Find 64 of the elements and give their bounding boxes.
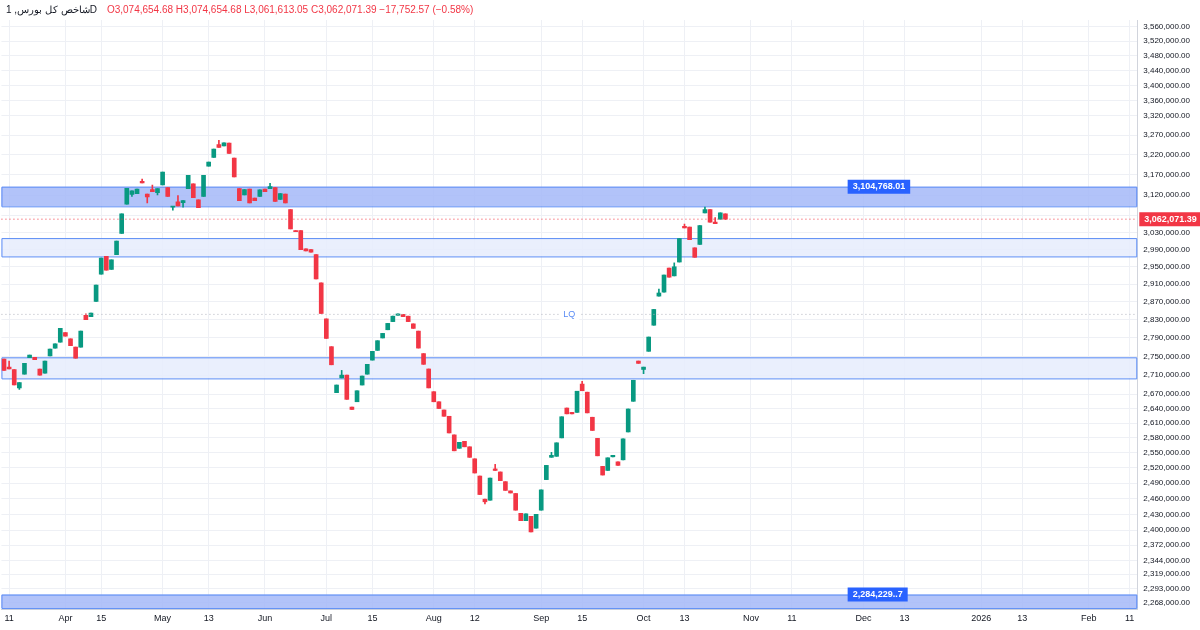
y-tick-label: 3,220,000.00 (1143, 150, 1191, 160)
x-tick-label: 11 (787, 613, 797, 624)
y-tick-label: 2,640,000.00 (1143, 403, 1191, 413)
y-tick-label: 2,580,000.00 (1143, 433, 1191, 443)
y-tick-label: 2,990,000.00 (1143, 244, 1191, 254)
y-tick-label: 2,830,000.00 (1143, 314, 1191, 324)
ref-line-label: 3,062,071.39 (1144, 213, 1197, 224)
ref-line-label: LQ (563, 308, 576, 319)
band-label: 2,284,229..7 (852, 589, 903, 600)
y-tick-label: 2,372,000.00 (1143, 540, 1191, 550)
y-tick-label: 3,120,000.00 (1143, 190, 1191, 200)
y-tick-label: 3,400,000.00 (1143, 80, 1191, 90)
y-tick-label: 3,270,000.00 (1143, 130, 1191, 140)
x-tick-label: Apr (58, 613, 73, 624)
y-tick-label: 3,520,000.00 (1143, 36, 1191, 46)
chart-subtitle: O3,074,654.68 H3,074,654.68 L3,061,613.05 C3,062,071.39 −17,752.57 (−0.58%) (106, 3, 474, 15)
x-tick-label: 12 (469, 613, 480, 624)
y-tick-label: 2,750,000.00 (1143, 351, 1191, 361)
y-tick-label: 3,170,000.00 (1143, 170, 1191, 180)
y-tick-label: 2,950,000.00 (1143, 261, 1191, 271)
x-tick-label: 15 (577, 613, 588, 624)
x-tick-label: 13 (899, 613, 910, 624)
y-tick-label: 3,360,000.00 (1143, 95, 1191, 105)
y-tick-label: 2,400,000.00 (1143, 525, 1191, 535)
x-tick-label: Dec (855, 613, 873, 624)
y-tick-label: 2,520,000.00 (1143, 463, 1191, 473)
y-tick-label: 2,870,000.00 (1143, 297, 1191, 307)
x-tick-label: 13 (1017, 613, 1028, 624)
y-tick-label: 2,550,000.00 (1143, 448, 1191, 457)
y-tick-label: 2,460,000.00 (1143, 493, 1191, 503)
y-tick-label: 2,710,000.00 (1143, 370, 1191, 380)
y-tick-label: 2,268,000.00 (1143, 597, 1191, 607)
x-tick-label: 11 (4, 613, 14, 624)
y-tick-label: 2,344,000.00 (1143, 555, 1191, 565)
y-tick-label: 3,560,000.00 (1143, 22, 1191, 31)
x-tick-label: 13 (679, 613, 690, 624)
x-tick-label: Aug (425, 613, 442, 624)
x-tick-label: 15 (96, 613, 107, 624)
x-tick-label: 11 (1124, 613, 1135, 624)
x-tick-label: Oct (636, 613, 652, 624)
x-tick-label: Jun (257, 613, 273, 624)
x-tick-label: May (154, 613, 172, 624)
x-tick-label: Feb (1080, 613, 1097, 624)
band-label: 3,104,768.01 (852, 181, 906, 192)
y-tick-label: 3,480,000.00 (1143, 51, 1191, 61)
y-tick-label: 2,430,000.00 (1143, 509, 1191, 519)
chart-title: شاخص کل بورس, 1D (6, 3, 97, 16)
y-tick-label: 3,440,000.00 (1143, 65, 1191, 75)
x-tick-label: 15 (367, 613, 378, 624)
y-tick-label: 2,910,000.00 (1143, 279, 1191, 289)
candlestick (492, 464, 498, 471)
y-tick-label: 2,293,000.00 (1143, 583, 1191, 593)
x-tick-label: Nov (742, 613, 760, 624)
x-tick-label: Sep (533, 613, 550, 624)
y-tick-label: 2,319,000.00 (1143, 569, 1191, 579)
y-tick-label: 2,610,000.00 (1143, 418, 1191, 428)
y-tick-label: 2,490,000.00 (1143, 478, 1191, 488)
x-tick-label: 13 (203, 613, 214, 624)
x-tick-label: 2026 (971, 613, 992, 624)
x-tick-label: Jul (320, 613, 333, 624)
y-tick-label: 2,790,000.00 (1143, 333, 1191, 343)
y-tick-label: 3,320,000.00 (1143, 111, 1191, 121)
y-tick-label: 3,030,000.00 (1143, 227, 1191, 237)
y-tick-label: 2,670,000.00 (1143, 389, 1191, 399)
